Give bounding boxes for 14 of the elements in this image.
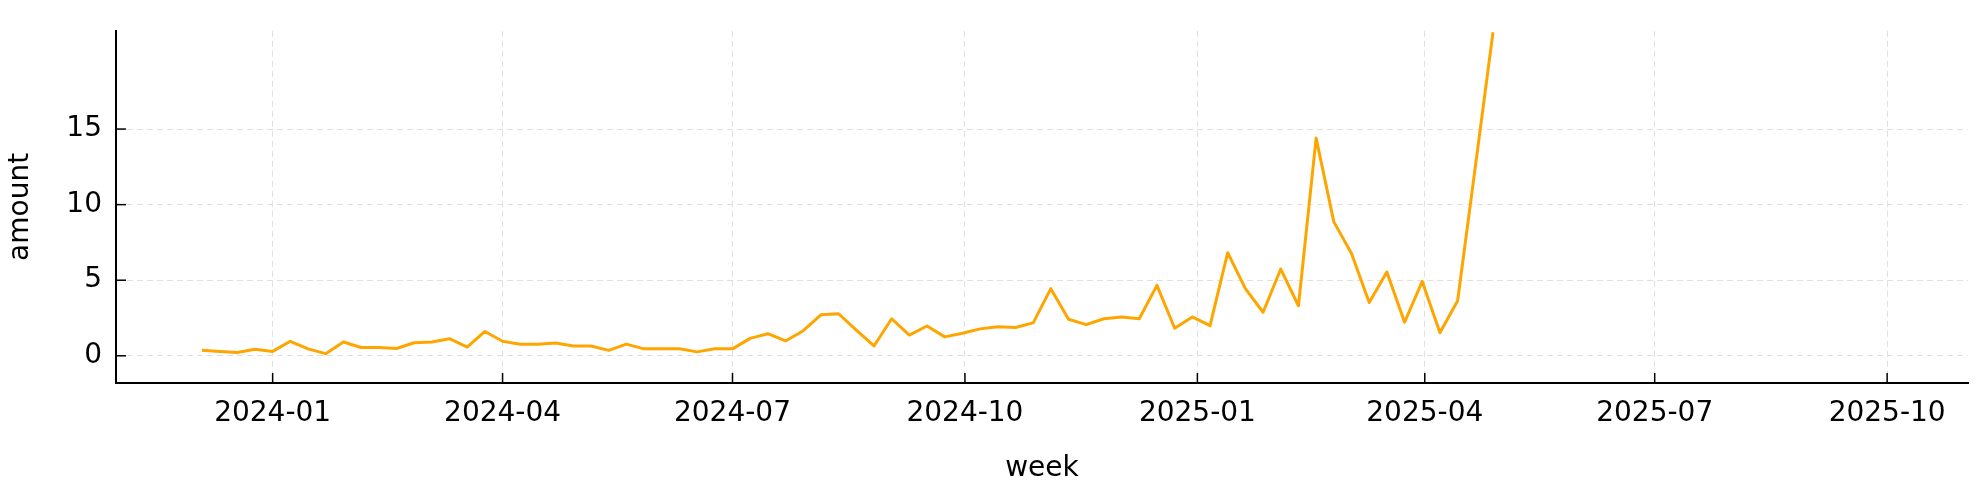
x-tick-label: 2025-07 [1596, 395, 1714, 429]
x-tick-label: 2025-01 [1138, 395, 1256, 429]
x-tick-label: 2025-04 [1366, 395, 1484, 429]
y-tick-label: 5 [84, 261, 102, 295]
x-tick-label: 2025-10 [1828, 395, 1946, 429]
y-axis-title: amount [2, 152, 36, 261]
x-axis-title: week [1005, 450, 1080, 484]
y-tick-label: 0 [84, 337, 102, 371]
y-tick-label: 10 [66, 185, 102, 219]
x-tick-label: 2024-07 [673, 395, 791, 429]
x-tick-label: 2024-10 [906, 395, 1024, 429]
y-tick-label: 15 [66, 110, 102, 144]
x-tick-label: 2024-04 [444, 395, 562, 429]
x-tick-label: 2024-01 [214, 395, 332, 429]
